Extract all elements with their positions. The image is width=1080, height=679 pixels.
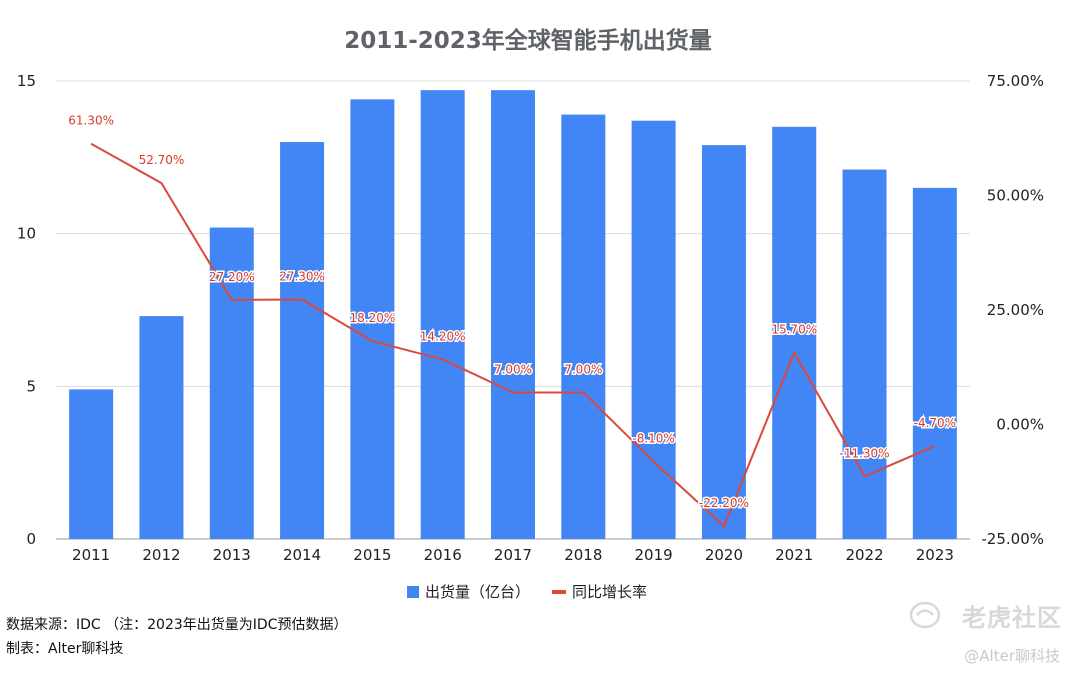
x-tick-label: 2020 <box>705 546 743 564</box>
bar <box>631 120 676 540</box>
right-axis-ticks: -25.00% 0.00% 25.00% 50.00% 75.00% <box>981 72 1044 548</box>
x-tick-label: 2018 <box>564 546 602 564</box>
legend: 出货量（亿台） 同比增长率 <box>407 583 647 601</box>
watermark-brand: 老虎社区 <box>962 604 1062 632</box>
x-tick-label: 2019 <box>635 546 673 564</box>
x-tick-label: 2022 <box>845 546 883 564</box>
chart-title: 2011-2023年全球智能手机出货量 <box>344 27 712 54</box>
watermark-author: @Alter聊科技 <box>964 647 1060 665</box>
x-axis-ticks: 2011 2012 2013 2014 2015 2016 2017 2018 2019 2020… <box>72 546 954 564</box>
line-data-label: -22.20% <box>699 496 749 510</box>
left-tick-label: 0 <box>26 530 36 548</box>
bar <box>69 389 114 539</box>
right-tick-label: 50.00% <box>987 187 1044 205</box>
bar <box>491 90 535 539</box>
line-data-label: -4.70% <box>914 416 956 430</box>
bar-series <box>69 90 957 540</box>
bar <box>420 90 465 539</box>
line-data-label: 18.20% <box>350 311 396 325</box>
line-data-labels: 61.30% 52.70% 27.20% 27.30% 18.20% 14.20% 7.00… <box>67 112 958 511</box>
growth-line <box>90 142 936 528</box>
x-tick-label: 2017 <box>494 546 532 564</box>
bar <box>772 126 817 540</box>
left-tick-label: 5 <box>26 377 36 395</box>
line-data-label: -8.10% <box>632 432 674 446</box>
legend-label-bar: 出货量（亿台） <box>425 583 530 601</box>
line-data-label: 61.30% <box>68 114 114 128</box>
left-axis-ticks: 0 5 10 15 <box>17 72 36 548</box>
maker-note: 制表：Alter聊科技 <box>6 641 124 657</box>
line-data-label: 14.20% <box>420 329 466 343</box>
x-tick-label: 2014 <box>283 546 321 564</box>
bar <box>912 187 957 539</box>
bar <box>842 169 887 539</box>
line-data-label: 27.20% <box>209 270 255 284</box>
x-tick-label: 2012 <box>142 546 180 564</box>
tiger-logo-icon <box>909 601 941 629</box>
right-tick-label: 75.00% <box>987 72 1044 90</box>
x-tick-label: 2013 <box>213 546 251 564</box>
legend-swatch-line <box>552 590 566 594</box>
line-data-label: -11.30% <box>839 446 889 460</box>
bar <box>209 227 254 539</box>
x-tick-label: 2015 <box>353 546 391 564</box>
x-tick-label: 2021 <box>775 546 813 564</box>
x-tick-label: 2011 <box>72 546 110 564</box>
bar <box>139 316 184 539</box>
right-tick-label: 0.00% <box>996 416 1044 434</box>
line-series <box>90 142 936 528</box>
bar <box>561 114 606 539</box>
left-tick-label: 10 <box>17 225 36 243</box>
bar <box>350 99 395 539</box>
left-tick-label: 15 <box>17 72 36 90</box>
line-data-label: 15.70% <box>771 323 817 337</box>
line-data-label: 52.70% <box>139 153 185 167</box>
legend-label-line: 同比增长率 <box>572 583 647 601</box>
legend-swatch-bar <box>407 586 419 598</box>
right-tick-label: -25.00% <box>981 530 1044 548</box>
line-data-label: 7.00% <box>494 362 532 376</box>
bar <box>701 145 746 539</box>
line-data-label: 7.00% <box>564 362 602 376</box>
right-tick-label: 25.00% <box>987 301 1044 319</box>
line-data-label: 27.30% <box>279 269 325 283</box>
x-tick-label: 2016 <box>424 546 462 564</box>
x-tick-label: 2023 <box>916 546 954 564</box>
source-note: 数据来源：IDC （注：2023年出货量为IDC预估数据） <box>6 617 348 633</box>
bar <box>280 142 325 540</box>
